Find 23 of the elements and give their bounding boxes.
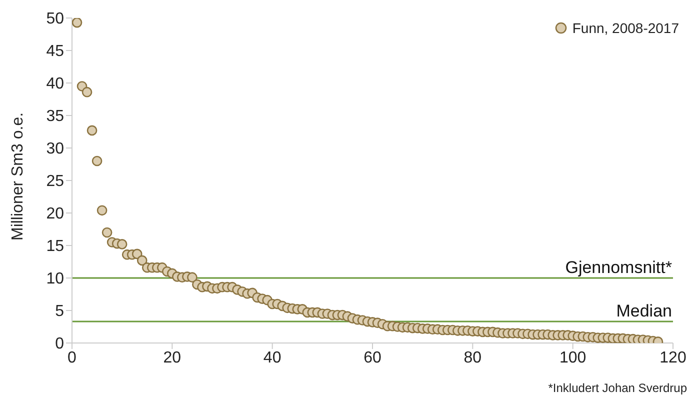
- y-tick-label: 5: [55, 303, 64, 320]
- x-tick-label: 80: [464, 349, 482, 366]
- x-tick-label: 100: [559, 349, 586, 366]
- y-tick-label: 10: [46, 270, 64, 288]
- legend-label: Funn, 2008-2017: [572, 20, 679, 36]
- y-tick-label: 40: [46, 76, 64, 93]
- x-tick-label: 60: [364, 349, 382, 366]
- y-tick-label: 0: [55, 336, 64, 353]
- y-axis-title: Millioner Sm3 o.e.: [10, 112, 27, 240]
- y-tick-label: 50: [46, 10, 64, 28]
- y-tick-label: 30: [46, 140, 64, 158]
- x-tick-label: 0: [68, 349, 77, 366]
- y-tick-label: 15: [46, 238, 64, 256]
- x-tick-label: 40: [263, 349, 282, 366]
- ref-line-label: Median: [616, 302, 672, 321]
- ref-line-label: Gjennomsnitt*: [565, 258, 672, 278]
- x-tick-label: 120: [660, 349, 686, 366]
- y-tick-label: 20: [46, 206, 64, 223]
- x-tick-label: 20: [163, 349, 182, 366]
- y-tick-label: 25: [46, 173, 64, 190]
- y-tick-label: 35: [46, 108, 64, 126]
- y-tick-label: 45: [46, 43, 64, 60]
- text: *Inkludert Johan Sverdrup: [548, 381, 687, 395]
